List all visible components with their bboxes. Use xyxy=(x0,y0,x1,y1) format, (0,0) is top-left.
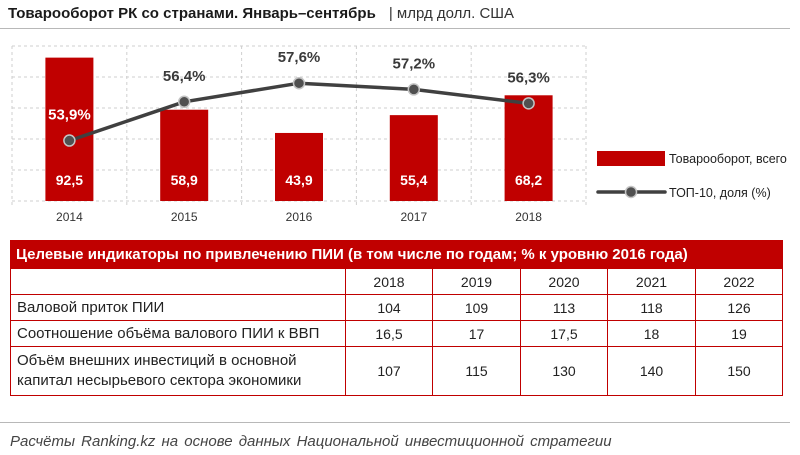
table-cell: 109 xyxy=(432,294,521,321)
legend-label-turnover: Товарооборот, всего xyxy=(669,152,787,166)
table-corner-cell xyxy=(10,268,346,295)
table-cell: 17 xyxy=(432,320,521,347)
line-layer xyxy=(63,76,535,147)
legend: Товарооборот, всего ТОП-10, доля (%) xyxy=(596,151,787,200)
x-tick-label: 2018 xyxy=(515,210,542,224)
bar-value-label: 55,4 xyxy=(400,172,427,188)
x-axis: 2014 2015 2016 2017 2018 xyxy=(56,210,542,224)
table-cell: 150 xyxy=(695,346,783,396)
data-label-layer: 92,5 58,9 43,9 55,4 68,2 53,9% 56,4% 57,6% 57,2%… xyxy=(48,49,550,188)
x-tick-label: 2017 xyxy=(400,210,427,224)
table-cell: 17,5 xyxy=(520,320,608,347)
bar-value-label: 43,9 xyxy=(285,172,312,188)
bar xyxy=(160,109,209,201)
legend-swatch-marker xyxy=(624,185,638,199)
share-point xyxy=(407,83,421,96)
bar-value-label: 68,2 xyxy=(515,172,542,188)
table-cell: 113 xyxy=(520,294,608,321)
share-value-label: 57,6% xyxy=(278,49,321,66)
share-point xyxy=(63,134,76,147)
legend-item-top10-share: ТОП-10, доля (%) xyxy=(596,185,771,200)
legend-label-top10-share: ТОП-10, доля (%) xyxy=(669,186,771,200)
bar xyxy=(45,57,94,201)
table-cell: 118 xyxy=(607,294,696,321)
legend-swatch-bar xyxy=(597,151,665,166)
table-cell: 126 xyxy=(695,294,783,321)
table-cell: 18 xyxy=(607,320,696,347)
bar xyxy=(504,95,553,201)
table-cell: 115 xyxy=(432,346,521,396)
chart-title: Товарооборот РК со странами. Январь–сент… xyxy=(8,5,376,22)
turnover-chart: 92,5 58,9 43,9 55,4 68,2 53,9% 56,4% 57,6% 57,2%… xyxy=(11,45,787,224)
source-note: Расчёты Ranking.kz на основе данных Наци… xyxy=(10,433,612,450)
title-divider xyxy=(0,28,790,29)
column-header: 2020 xyxy=(520,268,608,295)
share-value-label: 56,3% xyxy=(507,69,550,86)
footer-divider xyxy=(0,422,790,423)
column-header: 2021 xyxy=(607,268,696,295)
share-value-label: 56,4% xyxy=(163,68,206,85)
bar xyxy=(275,132,323,201)
bar xyxy=(389,115,438,201)
row-label: Объём внешних инвестиций в основной капи… xyxy=(10,346,346,396)
table-row: Объём внешних инвестиций в основной капи… xyxy=(10,346,783,396)
table-row: Валовой приток ПИИ 104 109 113 118 126 xyxy=(10,294,783,321)
share-line xyxy=(67,81,531,143)
table-title: Целевые индикаторы по привлечению ПИИ (в… xyxy=(10,240,783,269)
x-tick-label: 2014 xyxy=(56,210,83,224)
table-cell: 104 xyxy=(345,294,433,321)
table-row: Соотношение объёма валового ПИИ к ВВП 16… xyxy=(10,320,783,347)
chart-title-bar: Товарооборот РК со странами. Январь–сент… xyxy=(8,4,514,24)
share-point xyxy=(522,97,535,110)
x-tick-label: 2016 xyxy=(286,210,313,224)
share-point xyxy=(292,76,306,90)
table-cell: 16,5 xyxy=(345,320,433,347)
table-header-row: 2018 2019 2020 2021 2022 xyxy=(10,268,783,295)
bar-layer xyxy=(45,57,553,201)
share-value-label: 57,2% xyxy=(393,55,436,72)
fdi-targets-table: Целевые индикаторы по привлечению ПИИ (в… xyxy=(10,240,783,396)
column-header: 2022 xyxy=(695,268,783,295)
column-header: 2018 xyxy=(345,268,433,295)
table-title-row: Целевые индикаторы по привлечению ПИИ (в… xyxy=(10,240,783,269)
table-cell: 107 xyxy=(345,346,433,396)
table-cell: 19 xyxy=(695,320,783,347)
table-cell: 140 xyxy=(607,346,696,396)
column-header: 2019 xyxy=(432,268,521,295)
legend-item-turnover: Товарооборот, всего xyxy=(597,151,787,166)
row-label: Валовой приток ПИИ xyxy=(10,294,346,321)
share-value-label: 53,9% xyxy=(48,107,91,124)
grid-layer xyxy=(11,45,587,205)
x-tick-label: 2015 xyxy=(171,210,198,224)
row-label: Соотношение объёма валового ПИИ к ВВП xyxy=(10,320,346,347)
bar-value-label: 58,9 xyxy=(171,172,198,188)
chart-unit: | млрд долл. США xyxy=(388,5,515,22)
bar-value-label: 92,5 xyxy=(56,172,83,188)
table-cell: 130 xyxy=(520,346,608,396)
share-point xyxy=(177,95,191,109)
